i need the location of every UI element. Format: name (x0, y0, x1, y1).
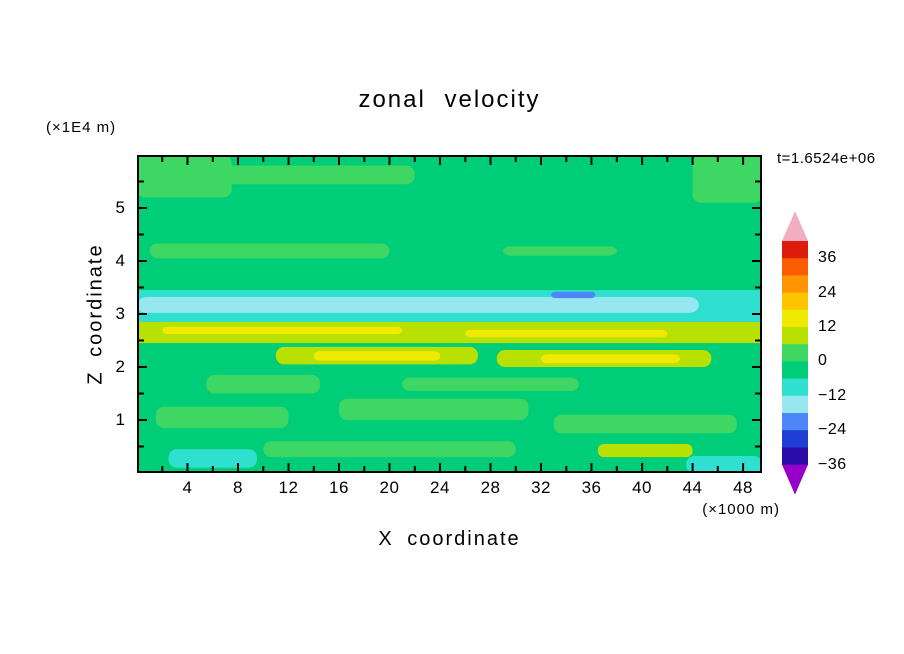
x-tick-label: 20 (379, 478, 400, 497)
y-tick-label: 2 (115, 357, 125, 376)
y-tick-label: 4 (115, 251, 125, 270)
x-tick-label: 44 (682, 478, 703, 497)
x-tick-label: 4 (182, 478, 193, 497)
x-tick-label: 24 (430, 478, 450, 497)
colorbar-label: −12 (818, 386, 847, 404)
contour-field (137, 155, 762, 473)
x-tick-label: 16 (329, 478, 349, 497)
colorbar-label: 12 (818, 318, 837, 335)
x-axis-title: X coordinate (378, 528, 521, 550)
x-tick-label: 8 (233, 478, 243, 497)
x-tick-label: 32 (531, 478, 551, 497)
colorbar-bar (782, 211, 808, 495)
plot-area (137, 155, 762, 473)
y-tick-label: 3 (115, 304, 125, 323)
chart-title: zonal velocity (358, 86, 541, 113)
time-label: t=1.6524e+06 (777, 150, 876, 167)
colorbar-label: 0 (818, 352, 828, 370)
y-axis-unit-label: (×1E4 m) (46, 119, 117, 136)
y-tick-label: 1 (115, 410, 125, 429)
x-tick-label: 28 (480, 478, 501, 497)
y-axis-title: Z coordinate (84, 243, 107, 385)
x-tick-label: 48 (733, 478, 753, 497)
colorbar (782, 211, 808, 500)
x-tick-label: 36 (581, 478, 602, 497)
colorbar-label: 24 (818, 283, 837, 301)
colorbar-label: −24 (818, 421, 847, 439)
y-tick-label: 5 (115, 198, 125, 217)
colorbar-label: 36 (818, 249, 837, 267)
x-tick-label: 12 (278, 478, 299, 497)
colorbar-label: −36 (818, 455, 847, 473)
x-axis-unit-label: (×1000 m) (702, 501, 780, 518)
x-tick-label: 40 (632, 478, 652, 497)
